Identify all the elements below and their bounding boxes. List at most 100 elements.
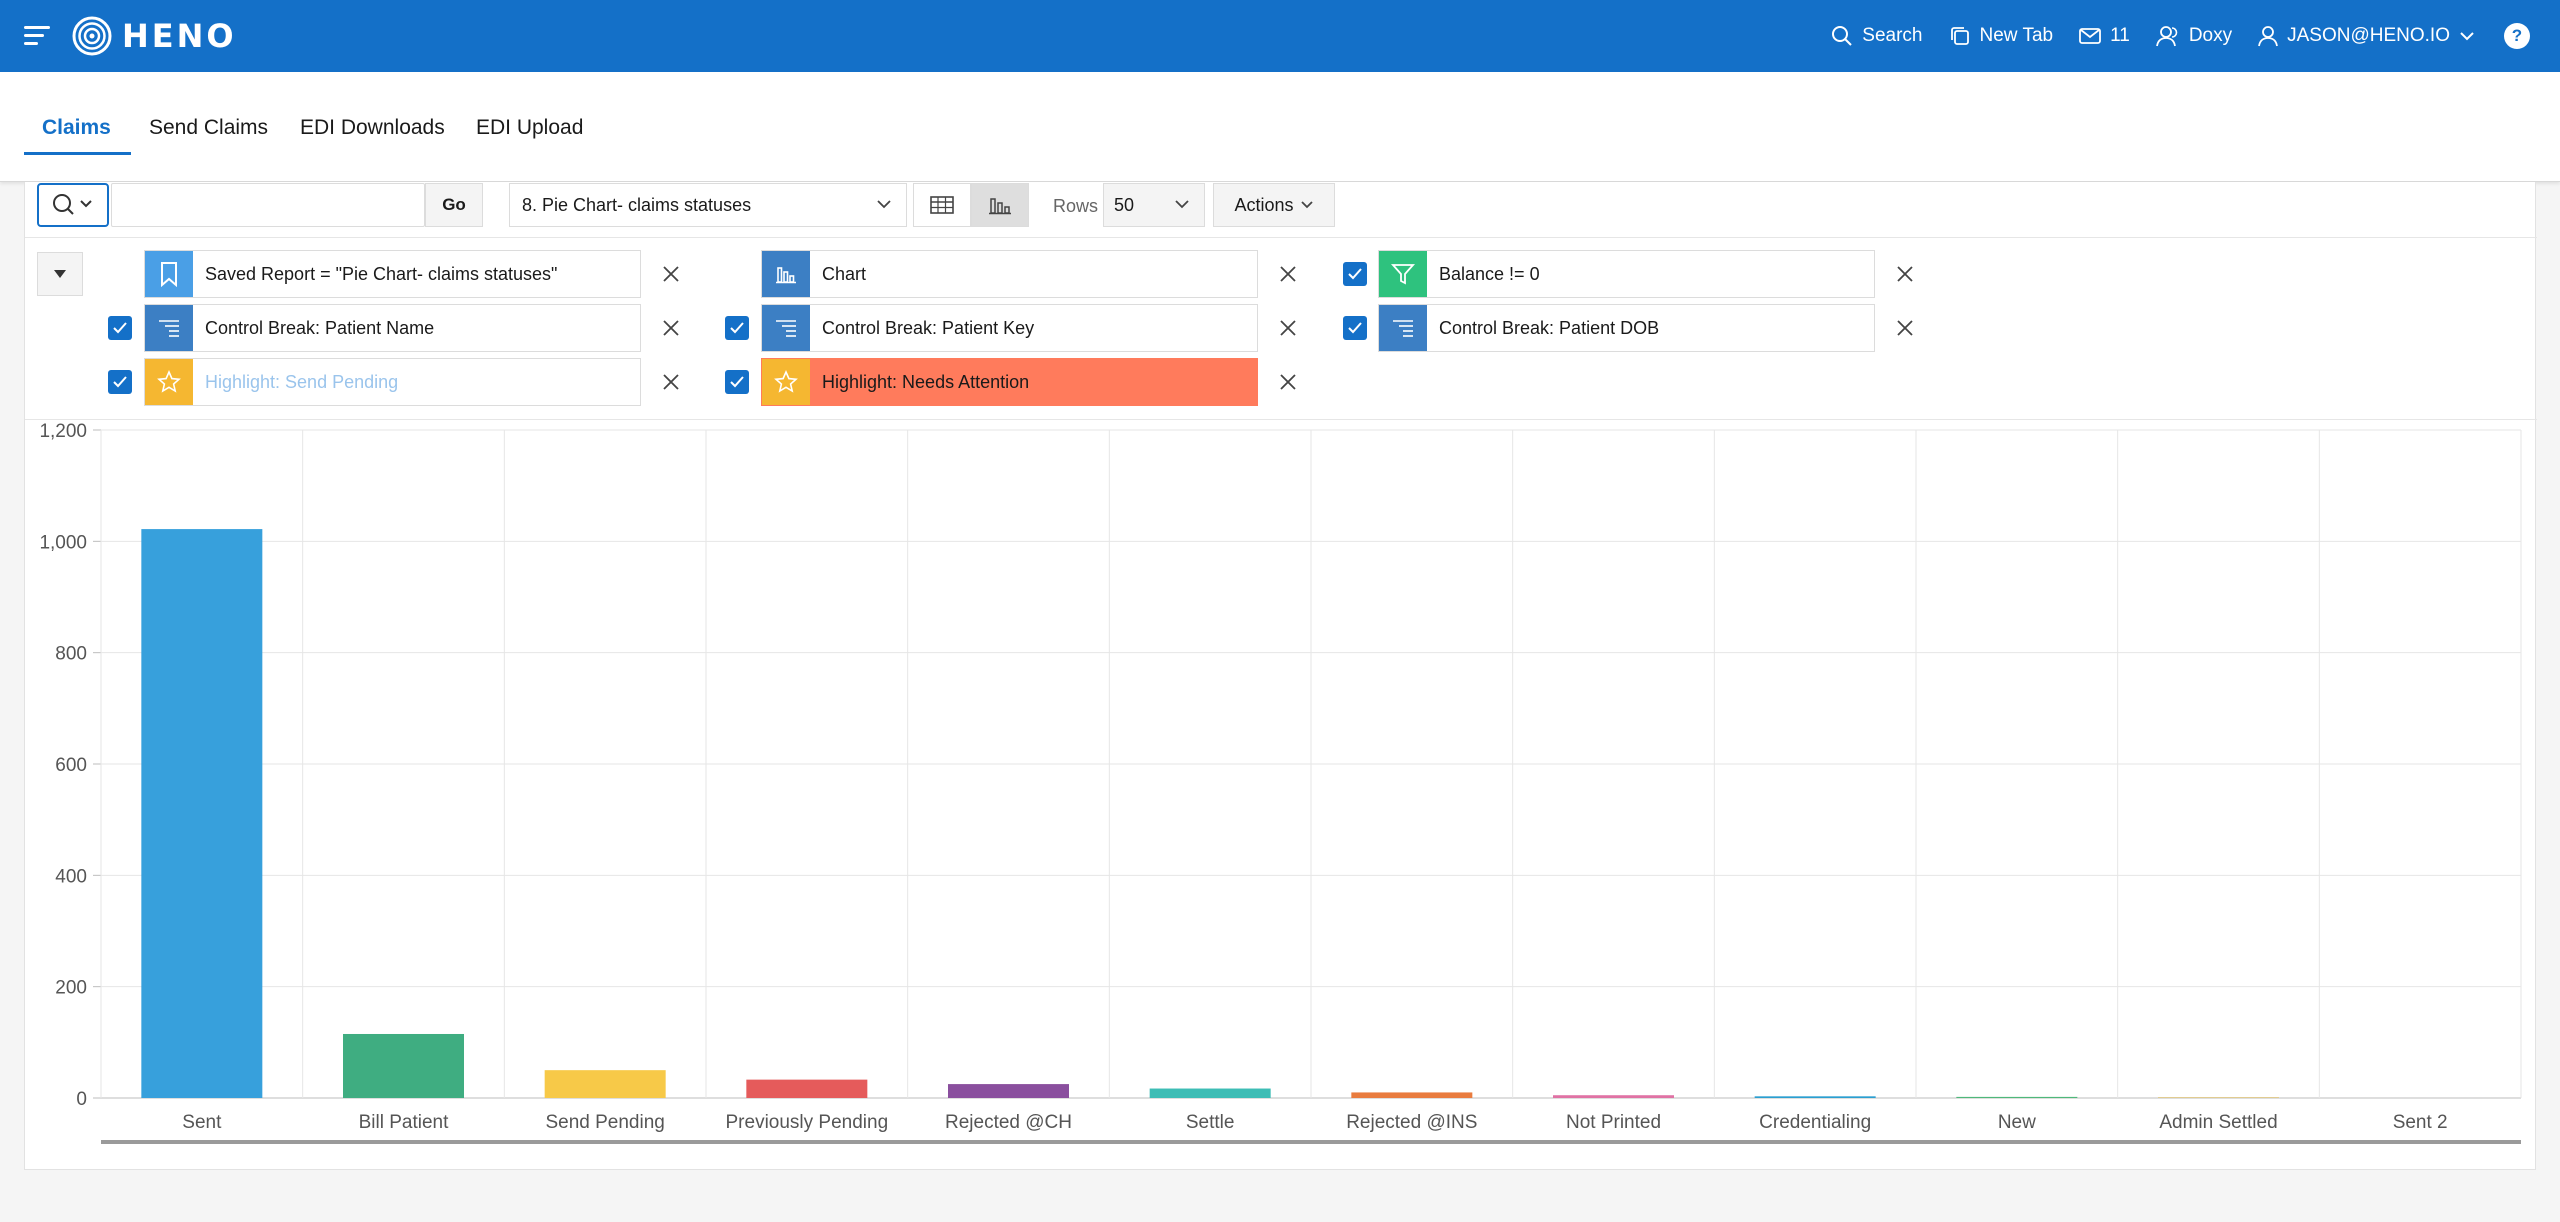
cb-patient-name-checkbox[interactable] bbox=[108, 316, 132, 340]
check-icon bbox=[730, 322, 744, 334]
search-input[interactable] bbox=[111, 183, 425, 227]
new-tab-icon bbox=[1950, 27, 1969, 45]
balance-filter-checkbox[interactable] bbox=[1343, 262, 1367, 286]
chart-filter[interactable]: Chart bbox=[761, 250, 1258, 298]
x-tick-label: Credentialing bbox=[1759, 1112, 1871, 1133]
bar bbox=[1754, 1096, 1876, 1098]
bookmark-icon bbox=[145, 251, 193, 297]
report-panel: Go 8. Pie Chart- claims statuses Rows 50… bbox=[24, 182, 2537, 1170]
x-tick-label: Settle bbox=[1186, 1112, 1235, 1133]
x-tick-label: Sent bbox=[182, 1112, 222, 1133]
remove-balance-filter-button[interactable] bbox=[1893, 262, 1917, 286]
hl-send-pending-label: Highlight: Send Pending bbox=[205, 371, 399, 392]
new-tab-nav[interactable]: New Tab bbox=[1949, 25, 2054, 47]
view-chart-button[interactable] bbox=[971, 183, 1029, 227]
x-tick-label: Rejected @INS bbox=[1346, 1112, 1477, 1133]
search-nav[interactable]: Search bbox=[1831, 25, 1923, 47]
remove-cb-patient-key-button[interactable] bbox=[1276, 316, 1300, 340]
y-tick-label: 400 bbox=[55, 866, 87, 887]
hl-send-pending-checkbox[interactable] bbox=[108, 370, 132, 394]
bar bbox=[1351, 1092, 1473, 1098]
y-tick-label: 600 bbox=[55, 755, 87, 776]
bar bbox=[1553, 1095, 1674, 1098]
y-tick-label: 800 bbox=[55, 644, 87, 665]
remove-cb-patient-dob-button[interactable] bbox=[1893, 316, 1917, 340]
check-icon bbox=[113, 376, 127, 388]
remove-hl-needs-attention-button[interactable] bbox=[1276, 370, 1300, 394]
saved-report-select[interactable]: 8. Pie Chart- claims statuses bbox=[509, 183, 907, 227]
filter-icon bbox=[1379, 251, 1427, 297]
view-report-button[interactable] bbox=[913, 183, 971, 227]
heno-logo-icon bbox=[72, 16, 112, 56]
search-column-button[interactable] bbox=[37, 183, 109, 227]
chevron-down-icon bbox=[1175, 200, 1189, 209]
top-bar: HENO Search New Tab 11 Doxy JASON@HENO.I… bbox=[0, 0, 2560, 72]
tab-claims[interactable]: Claims bbox=[42, 116, 111, 139]
caret-down-icon bbox=[54, 270, 66, 278]
tab-edi-upload[interactable]: EDI Upload bbox=[476, 116, 584, 139]
actions-label: Actions bbox=[1234, 194, 1294, 215]
remove-chart-button[interactable] bbox=[1276, 262, 1300, 286]
hl-send-pending-filter[interactable]: Highlight: Send Pending bbox=[144, 358, 641, 406]
help-button[interactable]: ? bbox=[2504, 23, 2530, 49]
cb-patient-key-label: Control Break: Patient Key bbox=[822, 317, 1035, 338]
remove-hl-send-pending-button[interactable] bbox=[659, 370, 683, 394]
close-icon bbox=[1897, 266, 1913, 282]
saved-report-value: 8. Pie Chart- claims statuses bbox=[522, 194, 752, 215]
cb-patient-key-checkbox[interactable] bbox=[725, 316, 749, 340]
cb-patient-dob-label: Control Break: Patient DOB bbox=[1439, 317, 1660, 338]
doxy-nav[interactable]: Doxy bbox=[2155, 25, 2232, 47]
bar bbox=[544, 1070, 666, 1098]
x-tick-label: Admin Settled bbox=[2159, 1112, 2277, 1133]
tab-edi-downloads[interactable]: EDI Downloads bbox=[300, 116, 445, 139]
hl-needs-attention-checkbox[interactable] bbox=[725, 370, 749, 394]
control-break-icon bbox=[145, 305, 193, 351]
x-tick-label: Rejected @CH bbox=[945, 1112, 1072, 1133]
active-tab-indicator bbox=[24, 152, 131, 155]
report-settings: Saved Report = "Pie Chart- claims status… bbox=[25, 238, 2537, 420]
user-email: JASON@HENO.IO bbox=[2287, 25, 2450, 46]
cb-patient-key-filter[interactable]: Control Break: Patient Key bbox=[761, 304, 1258, 352]
star-icon bbox=[762, 359, 810, 405]
rows-select[interactable]: 50 bbox=[1103, 183, 1205, 227]
actions-menu-button[interactable]: Actions bbox=[1213, 183, 1335, 227]
remove-saved-report-button[interactable] bbox=[659, 262, 683, 286]
logo[interactable]: HENO bbox=[72, 16, 237, 56]
saved-report-filter[interactable]: Saved Report = "Pie Chart- claims status… bbox=[144, 250, 641, 298]
close-icon bbox=[663, 266, 679, 282]
y-tick-label: 0 bbox=[76, 1089, 87, 1110]
menu-icon[interactable] bbox=[24, 26, 50, 46]
mail-nav[interactable]: 11 bbox=[2079, 25, 2130, 47]
collapse-settings-button[interactable] bbox=[37, 252, 83, 296]
bar bbox=[343, 1033, 464, 1098]
balance-filter[interactable]: Balance != 0 bbox=[1378, 250, 1875, 298]
close-icon bbox=[1280, 266, 1296, 282]
check-icon bbox=[1348, 322, 1362, 334]
mail-count: 11 bbox=[2110, 25, 2130, 46]
tabs-bar: Claims Send Claims EDI Downloads EDI Upl… bbox=[0, 72, 2560, 182]
x-tick-label: New bbox=[1998, 1112, 2036, 1133]
saved-report-filter-label: Saved Report = "Pie Chart- claims status… bbox=[205, 263, 558, 284]
remove-cb-patient-name-button[interactable] bbox=[659, 316, 683, 340]
rows-value: 50 bbox=[1114, 194, 1135, 215]
bar bbox=[2158, 1097, 2279, 1098]
hl-needs-attention-filter[interactable]: Highlight: Needs Attention bbox=[761, 358, 1258, 406]
y-tick-label: 200 bbox=[55, 978, 87, 999]
user-menu[interactable]: JASON@HENO.IO bbox=[2258, 25, 2474, 47]
close-icon bbox=[663, 320, 679, 336]
close-icon bbox=[1280, 374, 1296, 390]
cb-patient-dob-filter[interactable]: Control Break: Patient DOB bbox=[1378, 304, 1875, 352]
tab-send-claims[interactable]: Send Claims bbox=[149, 116, 269, 139]
user-icon bbox=[2258, 26, 2279, 47]
x-tick-label: Bill Patient bbox=[359, 1112, 449, 1133]
chevron-down-icon bbox=[1300, 201, 1313, 209]
cb-patient-dob-checkbox[interactable] bbox=[1343, 316, 1367, 340]
new-tab-label: New Tab bbox=[1979, 25, 2054, 46]
y-tick-label: 1,200 bbox=[39, 421, 87, 442]
close-icon bbox=[1280, 320, 1296, 336]
bar bbox=[1956, 1096, 2078, 1098]
cb-patient-name-filter[interactable]: Control Break: Patient Name bbox=[144, 304, 641, 352]
control-break-icon bbox=[762, 305, 810, 351]
report-toolbar: Go 8. Pie Chart- claims statuses Rows 50… bbox=[25, 182, 2537, 238]
go-button[interactable]: Go bbox=[425, 183, 483, 227]
